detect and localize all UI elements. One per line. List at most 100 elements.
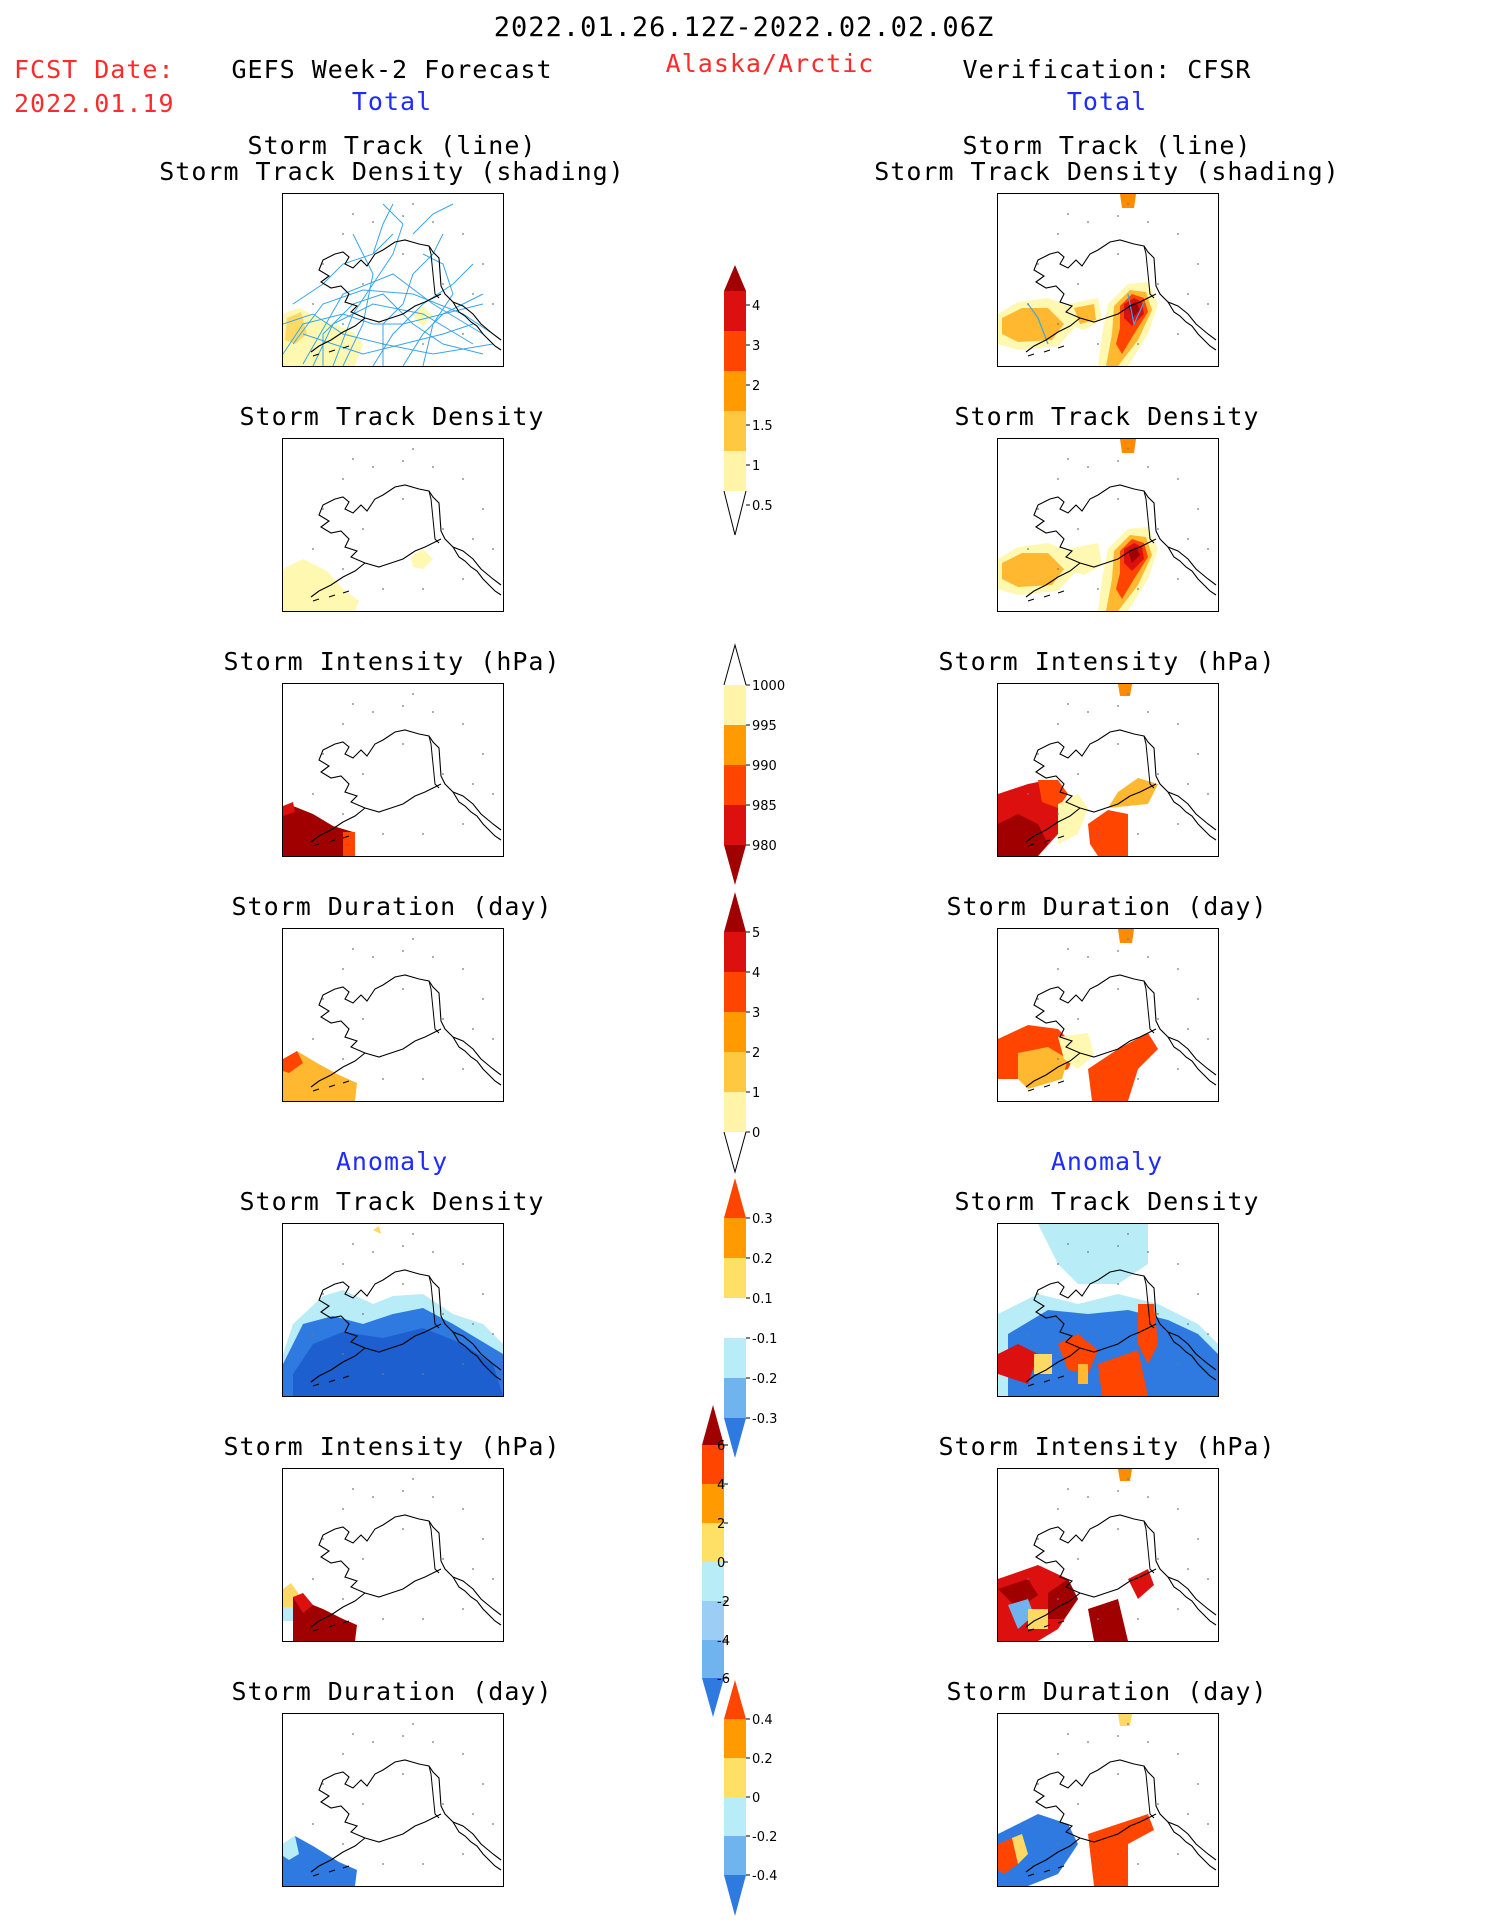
map-cfsr-anom-intensity [997,1468,1219,1642]
left-track-shading-title: Storm Track Density (shading) [159,157,625,186]
graticule [1027,938,1209,1080]
graticule [312,1723,494,1865]
map-cfsr-duration [997,928,1219,1102]
cb-density-label: 0.5 [752,499,773,514]
map-geography [310,1723,502,1877]
shading-region [373,1226,381,1234]
cb-duration-label: 0 [752,1126,760,1141]
coastline [452,301,502,351]
coastline [452,546,502,596]
border-line [1143,1520,1155,1574]
cb-anom-duration-label: -0.2 [752,1830,777,1845]
map-gefs-anom-intensity [282,1468,504,1642]
map-geography [310,1478,502,1632]
map-geography [310,448,502,602]
coastline [1167,1821,1217,1871]
coastline [318,729,502,831]
cb-anom-intensity-label: 2 [717,1517,725,1532]
map-canvas [283,693,502,856]
coastline [1025,1052,1081,1088]
left-intensity-title: Storm Intensity (hPa) [223,647,561,676]
coastline [1025,1837,1081,1873]
storm-track-line [382,233,444,366]
storm-track-line [412,203,454,235]
shading-region [1038,780,1068,808]
cb-duration-label: 2 [752,1046,760,1061]
shading-region [1008,1599,1034,1629]
map-gefs-intensity [282,683,504,857]
shading-region [411,549,433,569]
shading-region [1128,1569,1154,1599]
coastline [1033,729,1217,831]
coastline [1033,484,1217,586]
shading-region [1058,794,1088,844]
colorbar-anom-intensity: 6 4 2 0 -2 -4 -6 [700,1405,760,1717]
graticule [312,1233,494,1375]
coastline [318,974,502,1076]
coastline [312,1865,350,1877]
map-geography [1025,448,1217,602]
cb-anom-intensity-label: -4 [717,1634,730,1649]
left-track-line-title: Storm Track (line) [247,131,537,160]
map-gefs-track-density [282,193,504,367]
border-line [428,735,440,789]
graticule [312,938,494,1080]
shading-region [1002,308,1064,342]
coastline [1167,301,1217,351]
coastline [1167,546,1217,596]
shading-region [1088,1599,1128,1641]
right-total-label: Total [1066,87,1148,116]
coastline [1033,1269,1217,1371]
shading-region [998,1838,1018,1874]
coastline [452,791,502,841]
border-line [428,490,440,544]
coastline [310,562,366,598]
cb-duration-label: 3 [752,1006,760,1021]
left-anom-duration-title: Storm Duration (day) [231,1677,553,1706]
border-line [428,1765,440,1819]
graticule [312,693,494,835]
colorbar-intensity: 1000 995 990 985 980 [722,643,785,885]
right-intensity-title: Storm Intensity (hPa) [938,647,1276,676]
shading-region [283,1836,299,1860]
cb-anom-density-label: 0.1 [752,1292,773,1307]
storm-track-line [332,203,404,366]
map-geography [310,1233,502,1387]
shading-region [1078,1364,1088,1384]
shading-region [998,1344,1038,1384]
border-line [428,245,440,299]
coastline [1027,345,1065,357]
coastline [310,1592,366,1628]
graticule [1027,203,1209,345]
shading-region [1138,1304,1158,1364]
shading-region [283,1051,303,1073]
cb-intensity-label: 990 [752,759,777,774]
colorbar-track-density: 4 3 2 1.5 1 0.5 [722,265,782,545]
storm-track-line [422,253,454,366]
cb-density-label: 1.5 [752,419,773,434]
coastline [1167,1576,1217,1626]
map-geography [1025,1233,1217,1387]
coastline [1025,1592,1081,1628]
map-cfsr-anom-density [997,1223,1219,1397]
map-cfsr-anom-duration [997,1713,1219,1887]
graticule [312,448,494,590]
right-anom-duration-title: Storm Duration (day) [946,1677,1268,1706]
coastline [318,484,502,586]
storm-track-line [372,203,394,255]
shading-region [1120,194,1136,208]
cb-anom-intensity-label: -2 [717,1595,730,1610]
coastline [310,1347,366,1383]
coastline [318,1759,502,1861]
right-anom-intensity-title: Storm Intensity (hPa) [938,1432,1276,1461]
map-canvas [283,203,502,366]
cb-intensity-label: 1000 [752,679,785,694]
cb-anom-density-label: 0.2 [752,1252,773,1267]
storm-tracks [283,203,494,366]
coastline [318,1269,502,1371]
storm-track-line [302,323,474,355]
shading-region [998,814,1048,856]
map-gefs-density [282,438,504,612]
coastline [310,1837,366,1873]
cb-anom-duration-label: 0.2 [752,1752,773,1767]
